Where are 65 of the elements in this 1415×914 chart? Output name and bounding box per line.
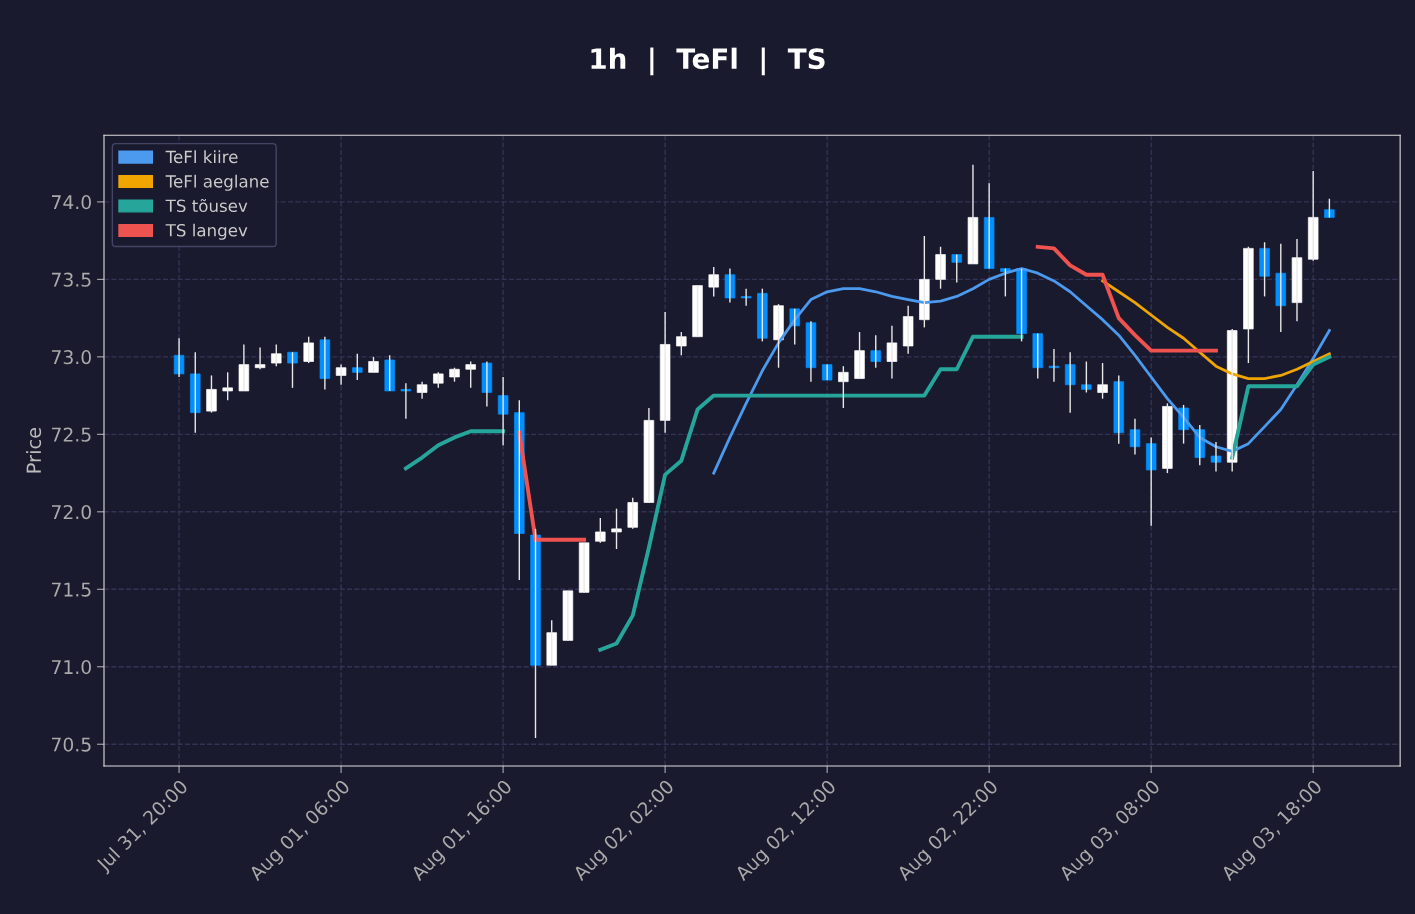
candlestick <box>1000 267 1011 298</box>
y-tick-label: 73.0 <box>51 350 91 365</box>
candlestick <box>384 354 395 392</box>
candlestick <box>1032 332 1043 380</box>
y-tick-label: 74.0 <box>51 195 91 210</box>
candlestick <box>740 287 752 307</box>
candlestick <box>821 363 833 381</box>
y-tick-label: 71.5 <box>51 582 91 597</box>
candlestick <box>708 266 719 298</box>
candlestick <box>303 336 314 364</box>
candlestick <box>352 353 363 381</box>
candlestick <box>206 374 217 414</box>
candlestick <box>1210 441 1222 473</box>
legend-label: TeFl kiire <box>165 150 238 164</box>
candlestick <box>546 619 557 666</box>
candlestick <box>1291 238 1303 322</box>
line-series <box>1101 279 1331 380</box>
candlestick <box>416 380 428 400</box>
candlestick <box>238 343 250 392</box>
candlestick <box>400 382 412 420</box>
candlestick <box>465 360 476 389</box>
y-axis-title: Price <box>26 427 42 473</box>
candlestick <box>627 497 638 530</box>
candlestick <box>724 267 736 304</box>
candlestick <box>595 517 606 544</box>
candlestick <box>854 331 865 380</box>
candlestick <box>1145 436 1157 527</box>
candlestick <box>1097 362 1108 400</box>
candlestick <box>757 287 768 343</box>
y-tick-label: 72.0 <box>51 505 91 520</box>
candlestick <box>254 346 266 370</box>
candlestick <box>287 351 298 389</box>
candlestick <box>951 253 962 284</box>
candlestick <box>692 284 703 338</box>
chart-title: 1h | TeFl | TS <box>591 47 825 76</box>
candlestick <box>773 303 784 369</box>
candlestick <box>190 351 201 434</box>
candlestick <box>530 528 541 739</box>
candlestick <box>935 246 946 290</box>
legend-label: TeFl aeglane <box>165 174 269 191</box>
candlestick <box>1243 246 1254 364</box>
candlestick <box>497 376 509 446</box>
candlestick <box>676 331 687 357</box>
candlestick <box>271 343 282 367</box>
legend-label: TS tõusev <box>165 198 248 213</box>
candlestick <box>886 325 898 380</box>
candlestick <box>1324 198 1335 219</box>
y-tick-label: 71.0 <box>51 659 91 675</box>
y-tick-label: 73.5 <box>51 272 91 287</box>
y-tick-label: 70.5 <box>51 737 91 752</box>
candlestick <box>173 337 185 378</box>
candlestick <box>1162 402 1173 474</box>
candlestick <box>1275 243 1286 333</box>
y-tick-label: 72.5 <box>51 427 91 442</box>
candlestick <box>870 334 881 369</box>
candlestick <box>1081 360 1092 394</box>
candlestick <box>1016 267 1027 343</box>
candlestick <box>222 371 233 401</box>
candlestick <box>335 363 347 386</box>
line-series <box>712 267 1331 475</box>
candlestick <box>1259 241 1270 298</box>
candlestick <box>1113 374 1124 445</box>
candlestick <box>611 508 622 550</box>
candlestick <box>838 365 849 409</box>
legend-label: TS langev <box>165 223 248 240</box>
